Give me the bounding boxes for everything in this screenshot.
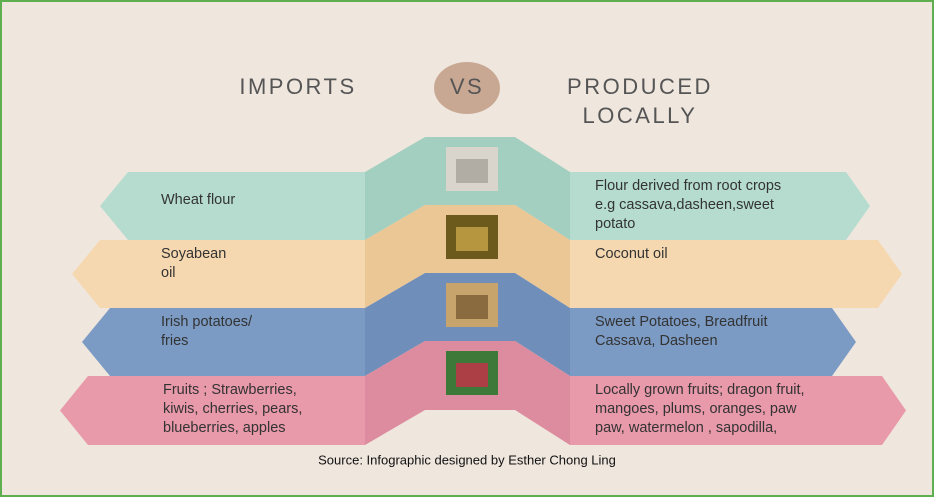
local-item: potato [595,216,635,232]
local-item: mangoes, plums, oranges, paw [595,401,797,417]
local-item: Locally grown fruits; dragon fruit, [595,382,805,398]
local-item: Flour derived from root crops [595,178,781,194]
local-item: Sweet Potatoes, Breadfruit [595,314,768,330]
local-item: Coconut oil [595,246,668,262]
page: IMPORTS VS PRODUCED LOCALLY Wheat flour F… [0,0,934,497]
import-item: fries [161,333,188,349]
import-item: Soyabean [161,246,226,262]
product-photo-detail [456,227,488,251]
product-photo-detail [456,295,488,319]
import-item: oil [161,265,176,281]
import-item: kiwis, cherries, pears, [163,401,302,417]
local-item: e.g cassava,dasheen,sweet [595,197,774,213]
local-heading: PRODUCED [567,74,713,99]
local-item: Cassava, Dasheen [595,333,718,349]
product-photo-detail [456,363,488,387]
import-item: Wheat flour [161,192,235,208]
infographic: IMPORTS VS PRODUCED LOCALLY Wheat flour F… [0,0,934,497]
local-heading: LOCALLY [583,103,698,128]
import-item: blueberries, apples [163,420,286,436]
import-item: Fruits ; Strawberries, [163,382,297,398]
import-item: Irish potatoes/ [161,314,253,330]
vs-label: VS [450,74,484,99]
local-item: paw, watermelon , sapodilla, [595,420,777,436]
source-note: Source: Infographic designed by Esther C… [318,452,616,467]
product-photo-detail [456,159,488,183]
imports-heading: IMPORTS [239,74,356,99]
